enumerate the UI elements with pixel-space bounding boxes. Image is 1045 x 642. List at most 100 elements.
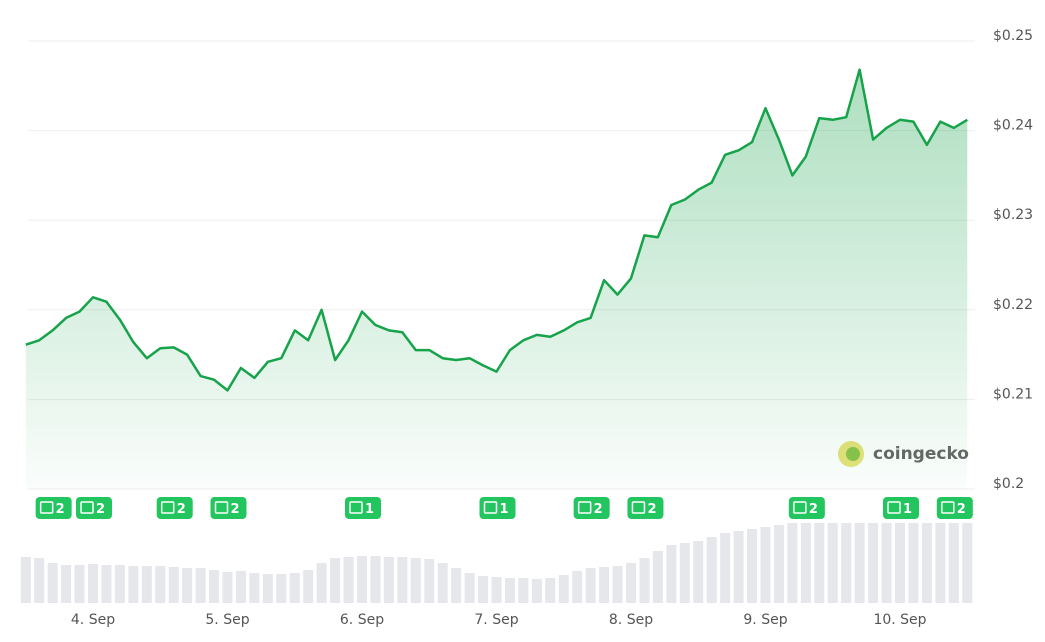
badge-count: 2: [809, 502, 818, 517]
volume-bar: [491, 577, 502, 603]
volume-bar: [182, 568, 193, 603]
badge-icon: [577, 501, 592, 514]
volume-bar: [599, 567, 610, 603]
volume-bar: [101, 565, 112, 603]
news-badge[interactable]: 1: [479, 497, 516, 519]
news-badge[interactable]: 2: [210, 497, 247, 519]
volume-bar: [626, 563, 636, 603]
volume-bar: [357, 556, 367, 603]
volume-bar: [34, 558, 45, 603]
volume-bar: [612, 566, 623, 603]
volume-bar: [222, 572, 233, 603]
volume-bar: [935, 523, 946, 603]
x-tick-label: 9. Sep: [743, 612, 787, 628]
volume-bar: [518, 578, 529, 603]
volume-bar: [854, 523, 865, 603]
y-tick-label: $0.21: [993, 386, 1033, 402]
y-tick-label: $0.25: [993, 28, 1033, 44]
volume-bar: [437, 563, 448, 603]
badge-icon: [483, 501, 498, 514]
price-line: [25, 68, 968, 392]
badge-icon: [887, 501, 901, 514]
volume-bar: [74, 565, 85, 603]
badge-count: 2: [231, 502, 240, 517]
badge-icon: [631, 501, 646, 514]
badge-count: 2: [647, 502, 656, 517]
volume-bar: [760, 527, 771, 603]
badge-count: 1: [903, 502, 912, 517]
volume-bar: [558, 575, 569, 603]
volume-bar: [114, 565, 125, 603]
y-tick-label: $0.22: [993, 297, 1033, 313]
news-badge[interactable]: 1: [345, 497, 381, 519]
news-badge[interactable]: 2: [788, 497, 825, 519]
volume-bar: [195, 568, 206, 603]
volume-bar: [572, 571, 583, 603]
news-badge[interactable]: 2: [573, 497, 610, 519]
volume-bar: [155, 566, 166, 603]
volume-bar: [410, 558, 421, 603]
volume-bar: [800, 523, 811, 603]
news-badge[interactable]: 2: [35, 497, 72, 519]
volume-bar: [209, 570, 220, 603]
news-badge[interactable]: 2: [76, 497, 112, 519]
badge-icon: [214, 501, 229, 514]
price-area: [25, 69, 968, 489]
volume-bar: [666, 545, 677, 603]
volume-bar: [316, 563, 327, 603]
volume-bar: [706, 537, 717, 603]
volume-bar: [814, 523, 825, 603]
badge-count: 2: [56, 502, 65, 517]
volume-bar: [61, 565, 72, 603]
volume-bar: [289, 573, 300, 603]
x-tick-label: 6. Sep: [340, 612, 384, 628]
news-badge[interactable]: 2: [156, 497, 193, 519]
y-tick-label: $0.23: [993, 207, 1033, 223]
volume-bar: [733, 531, 744, 603]
volume-bar: [908, 523, 919, 603]
volume-bar: [652, 551, 663, 603]
volume-bar: [464, 573, 475, 603]
volume-bar: [679, 543, 690, 603]
volume-bar: [235, 571, 246, 603]
volume-bar: [128, 566, 139, 603]
badge-count: 2: [177, 502, 186, 517]
volume-bar: [276, 574, 287, 603]
volume-bar: [639, 558, 650, 603]
volume-bar: [881, 523, 892, 603]
volume-bar: [827, 523, 838, 603]
volume-bar: [868, 523, 879, 603]
badge-icon: [160, 501, 175, 514]
volume-bar: [948, 523, 959, 603]
volume-bar: [343, 557, 354, 603]
volume-bar: [383, 557, 394, 603]
badge-count: 2: [96, 502, 105, 517]
volume-bar: [693, 541, 704, 603]
x-tick-label: 7. Sep: [474, 612, 518, 628]
volume-bar: [773, 525, 784, 603]
volume-bar: [88, 564, 98, 603]
volume-bar: [962, 523, 973, 603]
volume-bar: [747, 529, 758, 603]
volume-bar: [397, 557, 408, 603]
volume-bar: [451, 568, 462, 603]
news-badge[interactable]: 2: [627, 497, 664, 519]
badge-icon: [80, 501, 94, 514]
x-tick-label: 8. Sep: [609, 612, 653, 628]
badge-icon: [941, 501, 955, 514]
x-tick-label: 5. Sep: [205, 612, 249, 628]
volume-bar: [141, 566, 152, 603]
news-badge[interactable]: 2: [936, 497, 973, 519]
badge-count: 2: [594, 502, 603, 517]
volume-bar: [478, 576, 489, 603]
badge-icon: [39, 501, 54, 514]
news-badge[interactable]: 1: [883, 497, 919, 519]
volume-bar: [330, 558, 341, 603]
x-tick-label: 10. Sep: [873, 612, 926, 628]
volume-bar: [370, 556, 381, 603]
y-tick-label: $0.2: [993, 476, 1024, 492]
volume-bar: [249, 573, 260, 603]
badge-icon: [793, 501, 807, 514]
